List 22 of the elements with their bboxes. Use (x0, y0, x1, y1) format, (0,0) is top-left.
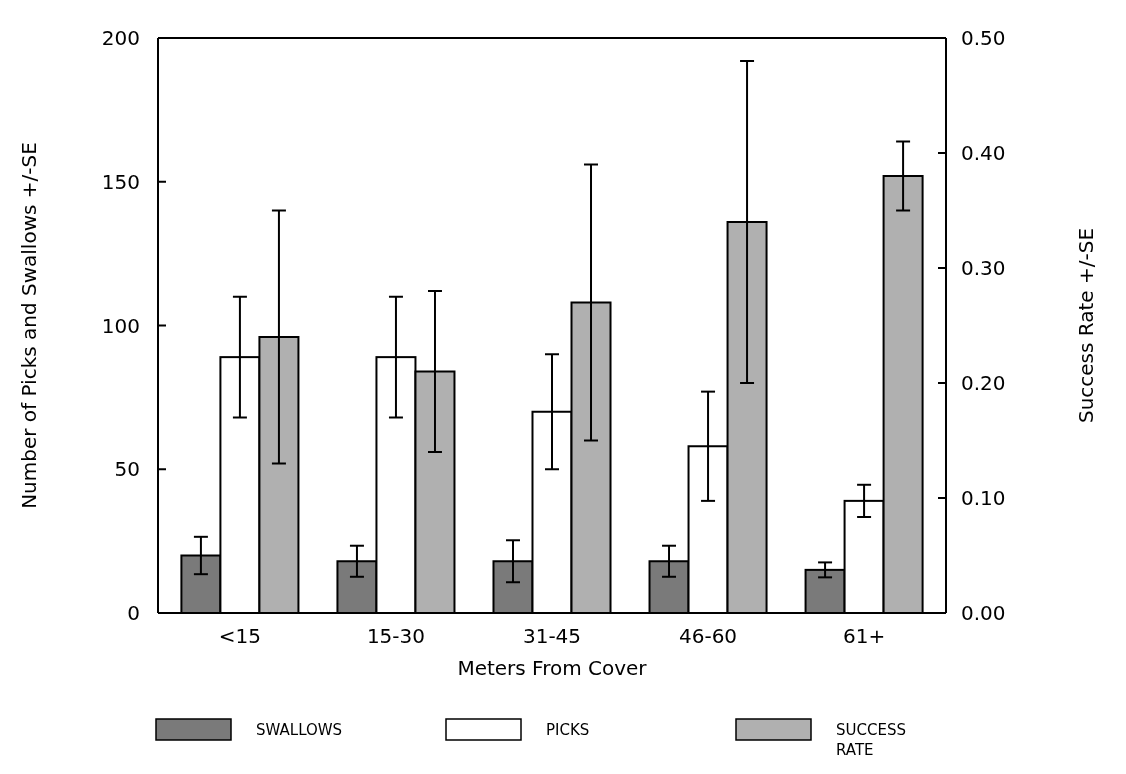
y-tick-label: 200 (101, 26, 140, 50)
x-tick-label: <15 (218, 624, 262, 648)
legend-label: SUCCESS RATE (836, 721, 906, 759)
legend-label: PICKS (546, 721, 590, 740)
y2-tick-label: 0.50 (961, 26, 1006, 50)
y2-tick-label: 0.20 (961, 371, 1006, 395)
x-tick-label: 31-45 (522, 624, 582, 648)
x-tick-label: 46-60 (678, 624, 738, 648)
y2-tick-label: 0.30 (961, 256, 1006, 280)
y2-tick-label: 0.40 (961, 141, 1006, 165)
y-tick-label: 150 (101, 169, 140, 194)
x-tick-label: 15-30 (366, 624, 426, 648)
legend-label: SWALLOWS (256, 721, 343, 740)
y2-axis-title: Success Rate +/-SE (1074, 227, 1098, 424)
x-axis-title: Meters From Cover (457, 656, 648, 680)
y2-tick-label: 0.10 (961, 486, 1006, 510)
y-axis-title: Number of Picks and Swallows +/-SE (17, 142, 41, 509)
y-tick-label: 100 (101, 313, 140, 338)
y-tick-label: 0 (127, 601, 140, 625)
y2-tick-label: 0.00 (961, 601, 1006, 625)
x-tick-label: 61+ (842, 624, 886, 648)
y-tick-label: 50 (114, 457, 140, 482)
